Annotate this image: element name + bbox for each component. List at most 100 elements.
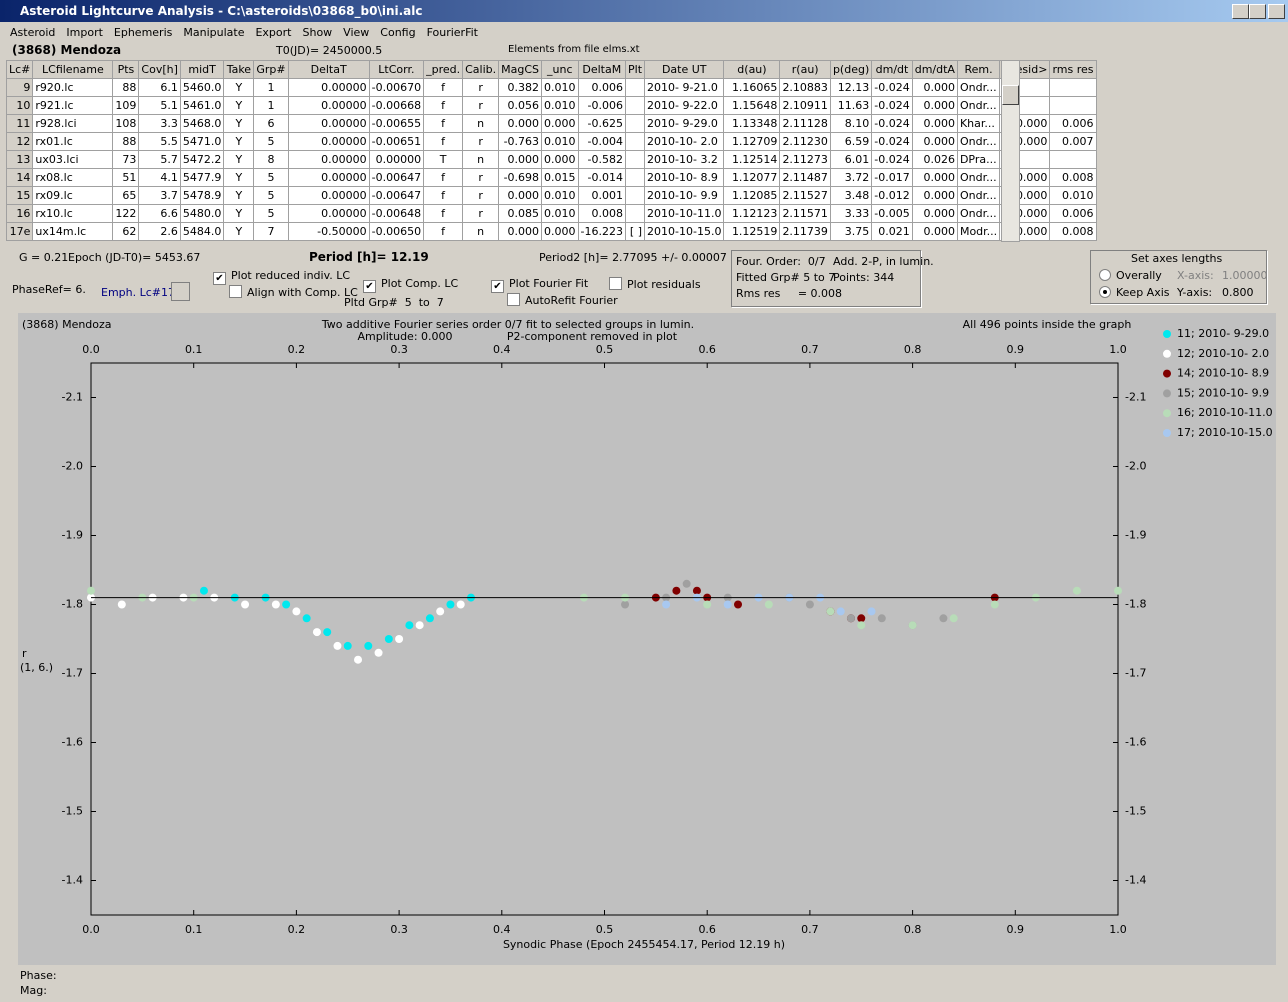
x-tick-label: 0.1 bbox=[185, 343, 203, 356]
table-cell: f bbox=[423, 168, 464, 187]
menu-item[interactable]: View bbox=[343, 26, 370, 39]
column-header: rms res bbox=[1049, 60, 1097, 79]
radio[interactable]: Keep Axis bbox=[1099, 286, 1170, 299]
legend-label: 16; 2010-10-11.0 bbox=[1177, 406, 1273, 419]
table-cell: Y bbox=[223, 222, 255, 241]
data-point bbox=[1114, 586, 1122, 595]
column-header: Cov[h] bbox=[138, 60, 181, 79]
table-cell: 0.000 bbox=[541, 114, 579, 133]
table-cell: f bbox=[423, 96, 464, 115]
x-tick-label: 1.0 bbox=[1109, 923, 1127, 936]
status-phase: Phase: bbox=[20, 969, 57, 982]
table-cell: 2010-10- 2.0 bbox=[644, 132, 725, 151]
column-header: d(au) bbox=[723, 60, 781, 79]
y-tick-label: -1.8 bbox=[1125, 598, 1146, 611]
scrollbar[interactable] bbox=[1001, 60, 1020, 242]
data-point bbox=[990, 600, 999, 609]
spin-button[interactable] bbox=[171, 282, 190, 301]
radio-label: Keep Axis bbox=[1116, 286, 1170, 299]
table-cell: f bbox=[423, 222, 464, 241]
table-row: 14 rx08.lc 51 4.1 5477.9 Y 5 0.00000 -0.00647 f r -… bbox=[5, 168, 1097, 187]
table-cell: 0.006 bbox=[1049, 114, 1097, 133]
menu-item[interactable]: Show bbox=[302, 26, 333, 39]
menu-item[interactable]: Export bbox=[255, 26, 292, 39]
table-cell: 73 bbox=[112, 150, 140, 169]
table-cell: 0.000 bbox=[911, 204, 958, 223]
table-cell: 1.16065 bbox=[723, 78, 781, 97]
data-point bbox=[117, 600, 126, 609]
table-cell: 0.00000 bbox=[287, 96, 370, 115]
checkbox[interactable]: Align with Comp. LC bbox=[229, 285, 358, 299]
table-cell: 5.5 bbox=[138, 132, 181, 151]
table-cell: n bbox=[462, 222, 500, 241]
table-cell: 1 bbox=[253, 78, 289, 97]
table-cell: r bbox=[462, 168, 500, 187]
t0: T0(JD)= 2450000.5 bbox=[276, 44, 383, 57]
table-cell: 2.6 bbox=[138, 222, 181, 241]
checkbox[interactable]: Plot reduced indiv. LC bbox=[213, 269, 350, 285]
column-header: dm/dtA bbox=[911, 60, 958, 79]
table-cell: 5460.0 bbox=[179, 78, 225, 97]
radio[interactable]: Overally bbox=[1099, 269, 1162, 282]
menu-item[interactable]: Import bbox=[66, 26, 103, 39]
maximize-button[interactable] bbox=[1249, 4, 1266, 19]
close-button[interactable] bbox=[1268, 4, 1285, 19]
checkbox[interactable]: Plot Comp. LC bbox=[363, 277, 458, 293]
table-cell: Modr... bbox=[956, 222, 1001, 241]
table-cell: -0.763 bbox=[498, 132, 543, 151]
y-tick-label: -1.6 bbox=[62, 736, 83, 749]
table-cell: -0.014 bbox=[577, 168, 627, 187]
data-point bbox=[384, 635, 393, 643]
table-cell bbox=[624, 96, 646, 115]
table-cell: 1 bbox=[253, 96, 289, 115]
data-point bbox=[867, 607, 876, 616]
legend-marker bbox=[1163, 349, 1171, 358]
table-cell: 1.12519 bbox=[723, 222, 781, 241]
plotted-groups: Pltd Grp# 5 to 7 bbox=[344, 296, 444, 309]
table-cell: Y bbox=[223, 150, 255, 169]
data-point bbox=[826, 607, 835, 616]
data-point bbox=[908, 621, 917, 630]
table-row: 16 rx10.lc 122 6.6 5480.0 Y 5 0.00000 -0.00648 f r… bbox=[5, 204, 1097, 223]
data-point bbox=[857, 614, 866, 623]
menu-item[interactable]: FourierFit bbox=[426, 26, 478, 39]
data-point bbox=[662, 600, 671, 609]
check-indicator bbox=[507, 293, 520, 306]
checkbox[interactable]: Plot Fourier Fit bbox=[491, 277, 588, 293]
table-cell: -0.625 bbox=[577, 114, 627, 133]
check-indicator bbox=[1099, 269, 1111, 281]
data-point bbox=[395, 635, 404, 643]
table-cell: 6.59 bbox=[829, 132, 873, 151]
minimize-button[interactable] bbox=[1232, 4, 1249, 19]
menu-item[interactable]: Asteroid bbox=[10, 26, 56, 39]
column-header: LCfilename bbox=[32, 60, 114, 79]
table-cell: 1.12123 bbox=[723, 204, 781, 223]
table-cell: 109 bbox=[112, 96, 140, 115]
table-cell: r920.lc bbox=[32, 78, 114, 97]
checkbox[interactable]: AutoRefit Fourier bbox=[507, 293, 618, 307]
checkbox-label: Plot reduced indiv. LC bbox=[231, 269, 351, 282]
window-title: Asteroid Lightcurve Analysis - C:\astero… bbox=[20, 4, 423, 18]
table-cell: 0.00000 bbox=[287, 150, 370, 169]
table-cell: 6.01 bbox=[829, 150, 873, 169]
data-point bbox=[846, 614, 855, 623]
data-point bbox=[374, 648, 383, 657]
header-row: Lc# LCfilename Pts Cov[h] midT Take Grp# DeltaT… bbox=[5, 60, 1097, 79]
data-point bbox=[672, 586, 681, 595]
x-tick-label: 0.3 bbox=[390, 923, 408, 936]
menu-item[interactable]: Config bbox=[380, 26, 416, 39]
table-cell: 0.00000 bbox=[287, 204, 370, 223]
table-cell: 4.1 bbox=[138, 168, 181, 187]
checkbox[interactable]: Plot residuals bbox=[609, 277, 701, 291]
data-point bbox=[1072, 586, 1081, 595]
chart-note: P2-component removed in plot bbox=[507, 330, 678, 343]
table-cell: 0.026 bbox=[911, 150, 958, 169]
menu-item[interactable]: Manipulate bbox=[183, 26, 245, 39]
table-cell: 5 bbox=[253, 204, 289, 223]
menu-item[interactable]: Ephemeris bbox=[113, 26, 173, 39]
column-header: LtCorr. bbox=[368, 60, 425, 79]
table-cell: 3.7 bbox=[138, 186, 181, 205]
data-point bbox=[734, 600, 743, 609]
emph-label: Emph. Lc#17: bbox=[101, 286, 179, 299]
